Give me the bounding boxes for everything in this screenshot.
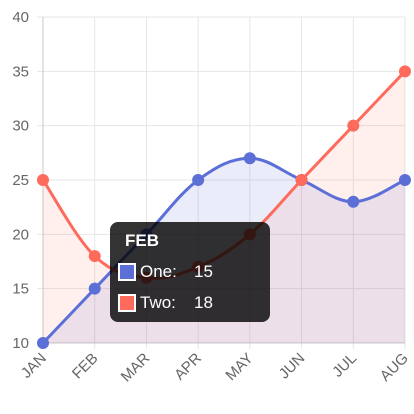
data-point-one[interactable] xyxy=(399,174,411,186)
x-tick-label: JUN xyxy=(276,350,309,383)
data-point-one[interactable] xyxy=(88,282,101,295)
x-tick-label: JUL xyxy=(329,350,360,381)
x-tick-label: FEB xyxy=(69,350,102,383)
x-tick-label: APR xyxy=(171,350,205,384)
x-axis-ticks: JAN FEB MAR APR MAY JUN JUL AUG xyxy=(18,350,412,386)
tooltip-title: FEB xyxy=(125,231,159,250)
tooltip-swatch-one xyxy=(118,263,136,281)
tooltip-row-two: Two: 18 xyxy=(118,292,234,314)
data-point-two[interactable] xyxy=(295,174,308,186)
tooltip-series-label: One: xyxy=(140,262,177,281)
data-point-two[interactable] xyxy=(399,65,411,78)
x-tick-label: JAN xyxy=(18,350,50,382)
y-tick-label: 20 xyxy=(12,226,29,243)
tooltip-swatch-two xyxy=(118,294,136,312)
x-tick-label: MAY xyxy=(222,350,256,384)
tooltip-series-value: 15 xyxy=(194,262,213,281)
data-point-one[interactable] xyxy=(347,195,360,208)
data-point-one[interactable] xyxy=(37,337,49,349)
y-axis-ticks: 10 15 20 25 30 35 40 xyxy=(12,9,29,352)
tooltip-series-label: Two: xyxy=(140,293,176,312)
y-tick-label: 30 xyxy=(12,118,29,135)
tooltip-row-one: One: 15 xyxy=(118,261,234,283)
data-point-two[interactable] xyxy=(88,250,101,263)
y-tick-label: 25 xyxy=(12,172,29,189)
series-area-two xyxy=(43,71,405,343)
x-tick-label: MAR xyxy=(118,350,154,386)
data-point-two[interactable] xyxy=(347,119,360,132)
y-tick-label: 15 xyxy=(12,281,29,298)
data-point-one[interactable] xyxy=(192,174,205,186)
x-tick-label: AUG xyxy=(377,350,412,385)
data-point-two[interactable] xyxy=(37,174,49,186)
chart-tooltip: FEB One: 15 Two: 18 xyxy=(110,222,270,322)
y-tick-label: 35 xyxy=(12,63,29,80)
data-point-one[interactable] xyxy=(243,152,256,165)
y-tick-label: 40 xyxy=(12,9,29,26)
tooltip-series-value: 18 xyxy=(194,293,213,312)
y-tick-label: 10 xyxy=(12,335,29,352)
